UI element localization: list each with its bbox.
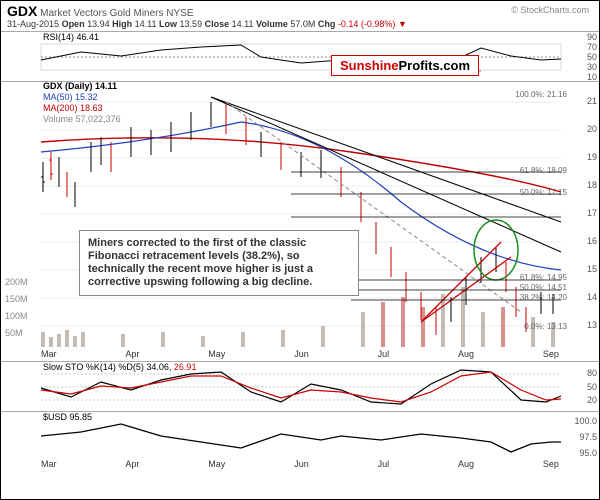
fib-label: 61.8%: 14.95 (520, 273, 567, 282)
price-legend: GDX (Daily) 14.11 MA(50) 15.32 MA(200) 1… (43, 81, 121, 125)
price-tick: 18 (567, 180, 597, 190)
month-axis-2: MarApr MayJun JulAug Sep (41, 459, 559, 471)
rsi-tick: 50 (567, 52, 597, 62)
date: 31-Aug-2015 (7, 19, 59, 29)
sto-legend: Slow STO %K(14) %D(5) 34.06, 26.91 (43, 362, 196, 373)
annotation-box: Miners corrected to the first of the cla… (79, 230, 359, 296)
chart-header: GDX Market Vectors Gold Miners NYSE © St… (7, 3, 593, 31)
fib-label: 0.0%: 13.13 (524, 322, 567, 331)
price-tick: 14 (567, 292, 597, 302)
price-panel: GDX (Daily) 14.11 MA(50) 15.32 MA(200) 1… (1, 81, 599, 361)
fib-label: 50.0%: 14.51 (520, 283, 567, 292)
rsi-panel: RSI(14) 46.41 90 70 50 30 10 (1, 31, 599, 81)
vol-tick: 200M (5, 277, 28, 287)
fib-label: 38.2%: 14.20 (520, 293, 567, 302)
fib-label: 50.0%: 17.15 (520, 188, 567, 197)
vol-tick: 100M (5, 311, 28, 321)
rsi-legend: RSI(14) 46.41 (43, 32, 99, 43)
price-tick: 17 (567, 208, 597, 218)
fib-label: 100.0%: 21.16 (515, 90, 567, 99)
sto-tick: 80 (567, 368, 597, 378)
source-watermark: © StockCharts.com (511, 5, 589, 15)
volume-bars (41, 287, 555, 347)
stochastic-panel: Slow STO %K(14) %D(5) 34.06, 26.91 80 50… (1, 361, 599, 411)
stock-chart: GDX Market Vectors Gold Miners NYSE © St… (0, 0, 600, 500)
price-tick: 19 (567, 152, 597, 162)
site-logo: SunshineProfits.com (331, 55, 479, 76)
instrument-desc: Market Vectors Gold Miners NYSE (40, 8, 193, 19)
ohlc-row: 31-Aug-2015 Open 13.94 High 14.11 Low 13… (7, 19, 593, 29)
sto-tick: 50 (567, 382, 597, 392)
ticker: GDX (7, 3, 37, 19)
usd-panel: $USD 95.85 100.0 97.5 95.0 MarApr MayJun… (1, 411, 599, 471)
price-tick: 15 (567, 264, 597, 274)
rsi-tick: 70 (567, 42, 597, 52)
vol-tick: 50M (5, 328, 23, 338)
price-tick: 20 (567, 124, 597, 134)
sto-tick: 20 (567, 395, 597, 405)
rsi-tick: 30 (567, 62, 597, 72)
price-tick: 16 (567, 236, 597, 246)
usd-tick: 95.0 (567, 448, 597, 458)
month-axis: MarApr MayJun JulAug Sep (41, 349, 559, 361)
vol-tick: 150M (5, 294, 28, 304)
usd-tick: 97.5 (567, 432, 597, 442)
usd-legend: $USD 95.85 (43, 412, 92, 423)
price-tick: 21 (567, 96, 597, 106)
rsi-tick: 90 (567, 32, 597, 42)
fib-label: 61.8%: 18.09 (520, 166, 567, 175)
usd-tick: 100.0 (567, 416, 597, 426)
price-tick: 13 (567, 320, 597, 330)
